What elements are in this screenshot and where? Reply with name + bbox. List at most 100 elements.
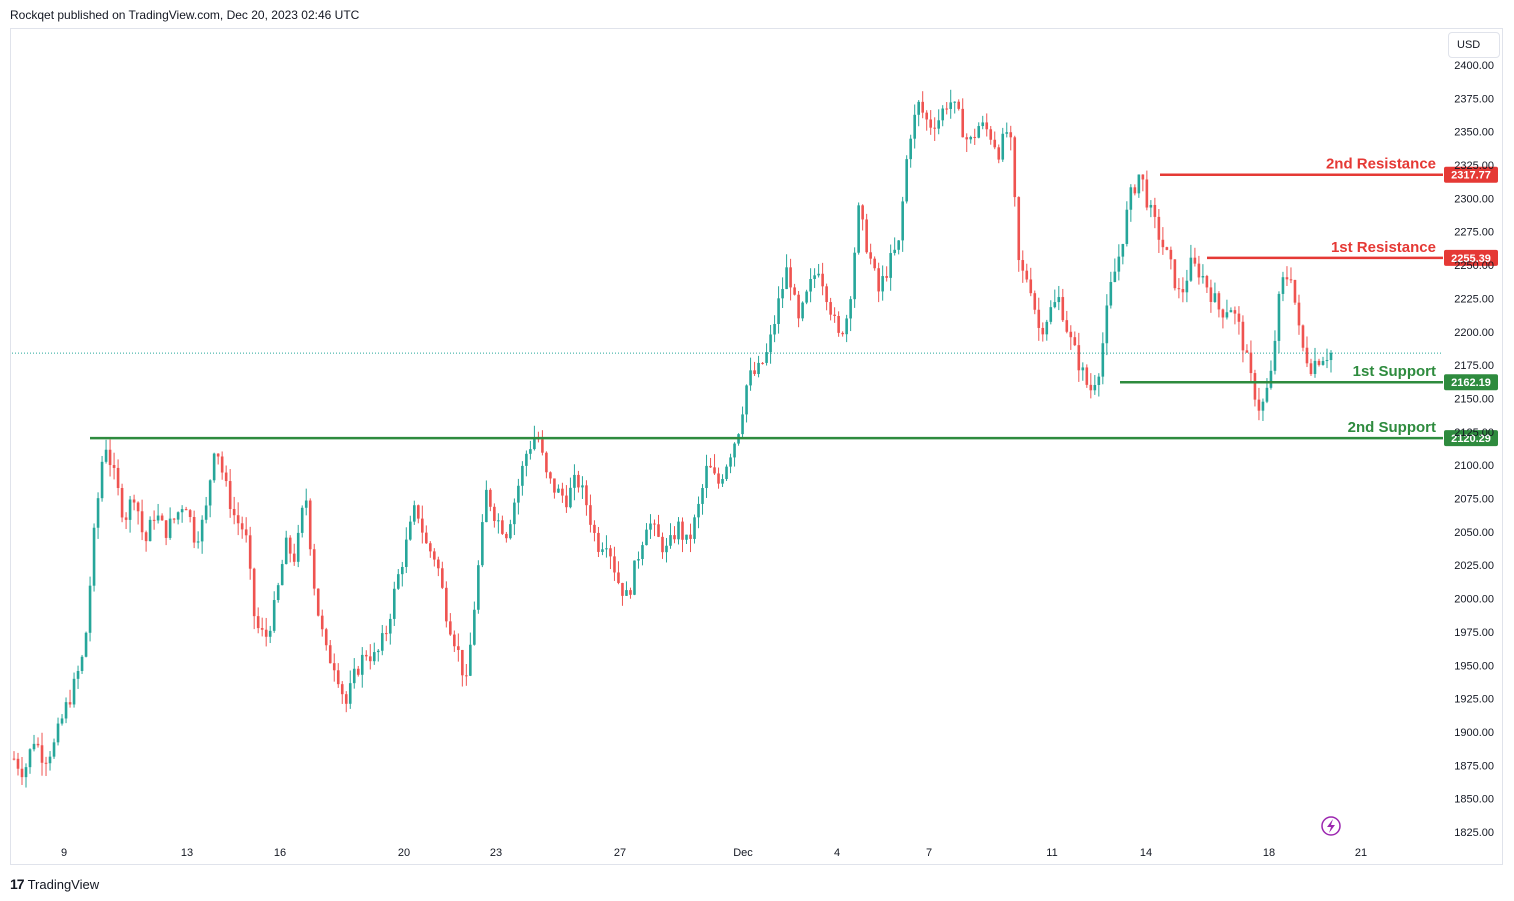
x-tick-label: 14 <box>1140 847 1152 859</box>
candle <box>1109 271 1113 309</box>
candle <box>328 640 332 664</box>
price-badge <box>1444 374 1498 391</box>
candle <box>873 256 876 271</box>
candle <box>801 301 804 322</box>
candle <box>404 527 408 573</box>
candle <box>224 465 228 487</box>
candle <box>413 500 416 525</box>
candle <box>1037 297 1041 341</box>
candle <box>917 100 920 127</box>
candle <box>929 110 932 135</box>
candle <box>1157 209 1161 254</box>
candle <box>1209 279 1213 313</box>
level-label: 2nd Resistance <box>1326 156 1436 173</box>
candle <box>364 650 368 661</box>
candle <box>196 531 200 549</box>
candle <box>1141 174 1145 192</box>
candle <box>597 526 600 558</box>
level-1st-resistance[interactable]: 1st Resistance 2255.39 <box>1207 239 1498 266</box>
candle <box>861 204 864 231</box>
candle <box>180 505 184 523</box>
y-tick-label: 2400.00 <box>1454 60 1494 72</box>
candle <box>805 289 808 305</box>
candle <box>24 763 28 788</box>
candle <box>449 613 452 636</box>
candle <box>497 513 500 534</box>
candle <box>220 451 224 480</box>
candle <box>1213 282 1217 303</box>
candle <box>993 131 997 150</box>
candle <box>833 307 836 323</box>
candle <box>32 734 36 752</box>
y-tick-label: 2200.00 <box>1454 327 1494 339</box>
candle <box>421 505 424 544</box>
level-1st-support[interactable]: 1st Support 2162.19 <box>1120 363 1498 391</box>
candle <box>1049 300 1053 325</box>
candle <box>673 526 676 544</box>
candle <box>1261 398 1265 421</box>
candle <box>1013 135 1017 207</box>
candle <box>865 213 868 254</box>
level-2nd-support[interactable]: 2nd Support 2120.29 <box>90 419 1498 447</box>
x-tick-label: 13 <box>181 847 193 859</box>
candle <box>172 517 176 524</box>
candle <box>52 738 56 759</box>
price-badge-text: 2120.29 <box>1451 433 1491 445</box>
candle <box>549 471 552 484</box>
candle <box>1201 264 1205 284</box>
candle <box>845 314 848 343</box>
chart-frame <box>10 28 1503 865</box>
candle <box>829 297 832 321</box>
candle <box>320 609 324 637</box>
y-tick-label: 2225.00 <box>1454 293 1494 305</box>
candle <box>753 361 756 376</box>
price-badge-text: 2317.77 <box>1451 170 1491 182</box>
candle <box>1125 201 1129 247</box>
candle <box>617 561 620 585</box>
x-tick-label: 7 <box>926 847 932 859</box>
candle <box>288 535 292 563</box>
candle <box>380 624 384 656</box>
candle <box>761 362 764 365</box>
y-tick-label: 2125.00 <box>1454 427 1494 439</box>
price-badge <box>1444 166 1498 183</box>
candle <box>957 99 961 111</box>
candle <box>825 283 828 311</box>
candle <box>749 357 752 391</box>
candle <box>897 240 900 255</box>
candle <box>937 109 941 135</box>
candle <box>1097 373 1101 397</box>
level-2nd-resistance[interactable]: 2nd Resistance 2317.77 <box>1160 156 1498 183</box>
candle <box>132 494 136 511</box>
candle <box>605 535 608 558</box>
candle <box>376 648 380 662</box>
candle <box>124 512 128 530</box>
candle <box>148 516 152 542</box>
candle <box>965 133 969 153</box>
candle <box>1293 279 1297 305</box>
candle <box>60 714 64 726</box>
candle <box>64 697 68 724</box>
candle <box>1249 340 1253 384</box>
candle <box>469 632 472 677</box>
candle <box>1053 289 1057 309</box>
x-tick-label: 11 <box>1046 847 1057 859</box>
candle <box>553 478 556 499</box>
x-tick-label: 16 <box>274 847 286 859</box>
candle <box>84 631 88 658</box>
candle <box>1001 127 1005 162</box>
candle <box>737 433 740 446</box>
candle <box>589 494 592 533</box>
candle <box>813 268 816 289</box>
candle <box>1161 227 1165 255</box>
candle <box>857 202 860 255</box>
candle <box>304 488 308 516</box>
tradingview-logo[interactable]: 17 TradingView <box>10 876 99 892</box>
lightning-icon[interactable] <box>1321 816 1341 836</box>
candle <box>665 537 668 563</box>
candle <box>1313 347 1317 378</box>
candle <box>733 442 736 467</box>
currency-selector[interactable]: USD <box>1448 32 1500 58</box>
candle <box>308 498 312 556</box>
